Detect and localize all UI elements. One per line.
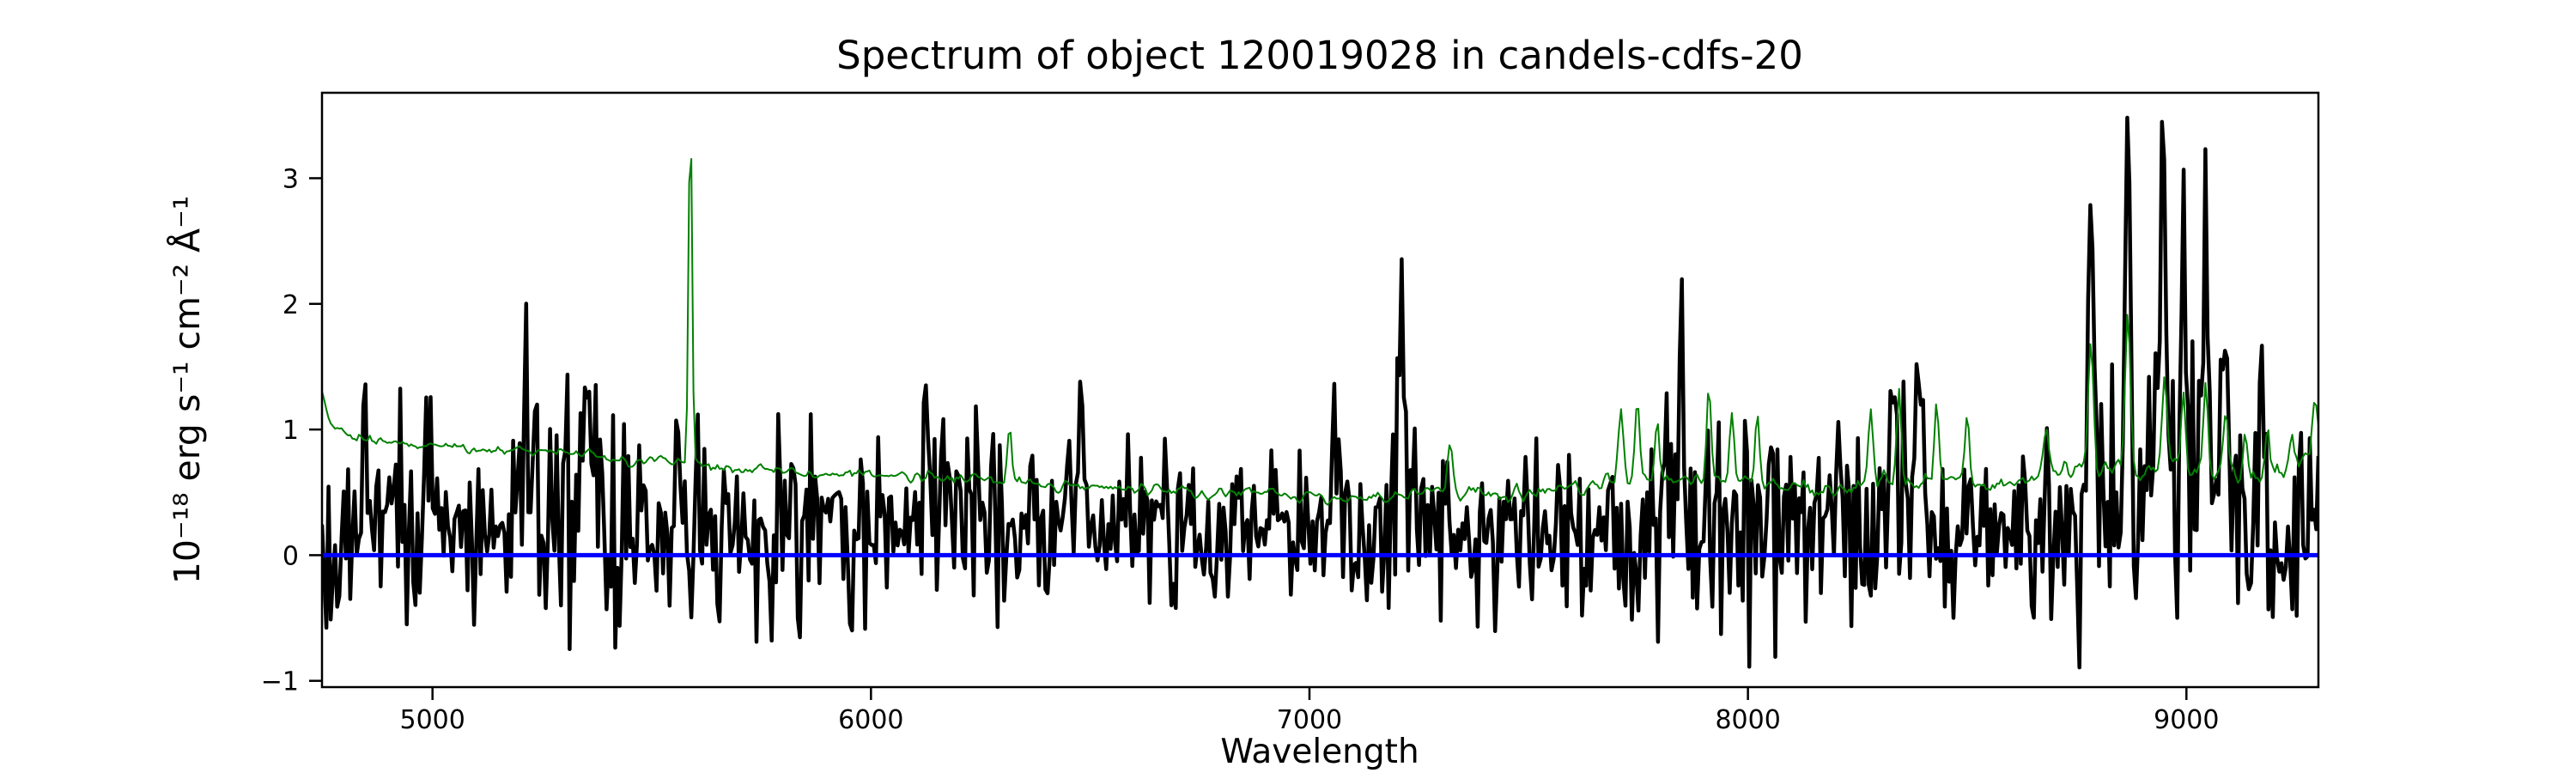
x-tick-label: 5000 <box>400 705 465 735</box>
x-tick-label: 8000 <box>1715 705 1780 735</box>
x-tick-label: 9000 <box>2154 705 2219 735</box>
x-tick-label: 6000 <box>838 705 903 735</box>
flux-spectrum-path <box>322 115 2318 670</box>
axes-layer: 5000 6000 7000 8000 9000 −1 0 1 2 3 <box>261 91 2320 735</box>
axes-frame <box>320 91 2320 689</box>
y-tick-label: −1 <box>261 667 299 697</box>
y-tick-label: 0 <box>283 541 299 571</box>
chart-title: Spectrum of object 120019028 in candels-… <box>836 33 1803 78</box>
y-axis-label: 10⁻¹⁸ erg s⁻¹ cm⁻² Å⁻¹ <box>167 196 208 584</box>
x-axis-label: Wavelength <box>1220 733 1419 771</box>
series-layer <box>322 115 2318 670</box>
y-tick-label: 3 <box>283 164 299 194</box>
noise-spectrum-path <box>322 158 2318 506</box>
x-tick-label: 7000 <box>1277 705 1342 735</box>
y-tick-label: 1 <box>283 416 299 446</box>
y-tick-label: 2 <box>283 290 299 320</box>
